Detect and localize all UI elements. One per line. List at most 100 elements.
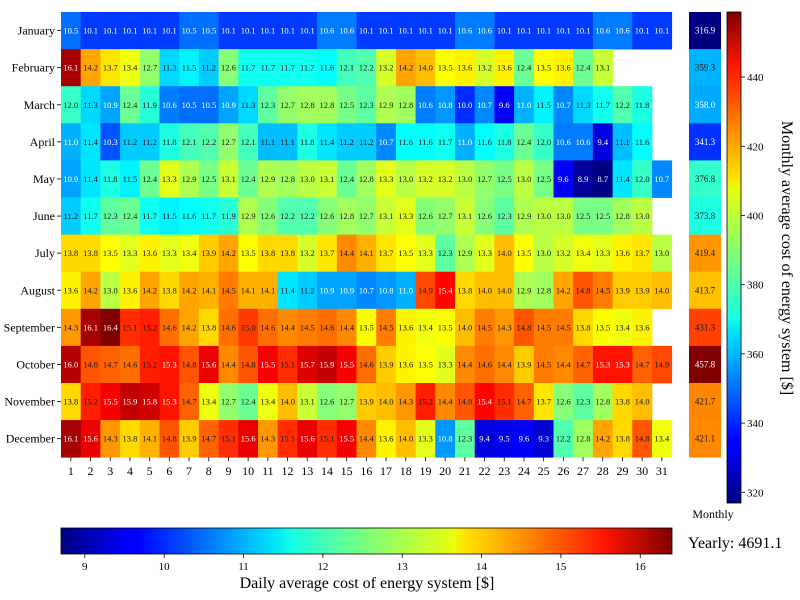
- heatmap-cell: [336, 197, 357, 235]
- heatmap-cell: [395, 49, 416, 87]
- heatmap-cell: [139, 234, 160, 273]
- heatmap-cell: [612, 86, 633, 124]
- heatmap-cell-value: 15.4: [438, 285, 454, 295]
- heatmap-cell-value: 11.6: [320, 63, 335, 73]
- heatmap-cell: [376, 123, 397, 161]
- daily-colorbar-tick-label: 13: [397, 561, 409, 573]
- daily-colorbar-tick-label: 15: [555, 561, 567, 573]
- heatmap-cell-value: 13.8: [260, 248, 275, 258]
- day-column-label: 18: [400, 464, 412, 478]
- heatmap-cell-value: 13.5: [241, 248, 256, 258]
- heatmap-cell-value: 10.5: [182, 26, 197, 36]
- heatmap-cell: [356, 420, 377, 458]
- heatmap-cell: [120, 12, 141, 50]
- heatmap-cell-value: 12.3: [576, 397, 591, 407]
- heatmap-cell: [356, 12, 377, 50]
- heatmap-cell-value: 12.4: [517, 63, 533, 73]
- heatmap-cell-value: 14.2: [398, 63, 413, 73]
- day-column-label: 23: [498, 464, 510, 478]
- day-column-labels: 1 2 3 4 5 6 7 8 9 10 11 12 13 14 15 16 17 18 19 20 21 22 23 24 2…: [68, 457, 668, 478]
- heatmap-cell: [61, 345, 82, 384]
- heatmap-cell: [80, 160, 101, 198]
- heatmap-cell: [218, 383, 239, 421]
- heatmap-cell-value: 12.7: [221, 397, 236, 407]
- heatmap-cell-value: 15.7: [300, 359, 315, 369]
- heatmap-cell-value: 15.1: [280, 359, 295, 369]
- heatmap-cell-value: 14.8: [576, 285, 591, 295]
- heatmap-cell: [356, 86, 377, 124]
- heatmap-cell-value: 12.9: [517, 211, 532, 221]
- heatmap-cell: [415, 49, 436, 87]
- heatmap-cell-value: 13.2: [556, 248, 571, 258]
- heatmap-cell-value: 13.6: [635, 322, 650, 332]
- heatmap-cell: [395, 12, 416, 50]
- heatmap-cell: [179, 383, 200, 421]
- heatmap-cell: [139, 345, 160, 384]
- heatmap-cell: [159, 420, 180, 458]
- heatmap-cell: [218, 420, 239, 458]
- heatmap-cell: [356, 234, 377, 273]
- month-row-label: July: [35, 246, 55, 260]
- heatmap-cell-value: 11.8: [162, 137, 177, 147]
- heatmap-cell-value: 12.4: [241, 174, 257, 184]
- day-column-label: 20: [439, 464, 451, 478]
- heatmap-cell: [238, 271, 259, 310]
- heatmap-cell: [297, 49, 318, 87]
- monthly-cell-value: 358.0: [695, 100, 716, 110]
- heatmap-cell-value: 14.4: [359, 434, 375, 444]
- heatmap-cell-value: 11.1: [615, 137, 630, 147]
- heatmap-cell-value: 15.2: [418, 397, 433, 407]
- heatmap-cell: [455, 383, 476, 421]
- heatmap-cell: [553, 86, 574, 124]
- heatmap-cell-value: 14.1: [260, 285, 275, 295]
- heatmap-cell-value: 14.5: [379, 322, 394, 332]
- heatmap-cell-value: 11.6: [398, 137, 413, 147]
- heatmap-cell-value: 14.2: [556, 285, 571, 295]
- day-column-label: 26: [557, 464, 569, 478]
- heatmap-cell: [474, 271, 495, 310]
- heatmap-cell-value: 14.6: [477, 359, 492, 369]
- monthly-cell: [689, 160, 721, 198]
- heatmap-cell-value: 10.9: [103, 100, 118, 110]
- heatmap-cell: [632, 160, 653, 198]
- heatmap-cell: [533, 271, 554, 310]
- heatmap-cell-value: 16.0: [63, 359, 78, 369]
- monthly-cell-value: 373.8: [695, 211, 716, 221]
- heatmap-cell-value: 10.1: [517, 26, 532, 36]
- heatmap-cell-value: 14.0: [635, 397, 650, 407]
- heatmap-cell: [336, 160, 357, 198]
- heatmap-cell-value: 10.1: [359, 26, 374, 36]
- heatmap-cell-value: 15.3: [615, 359, 630, 369]
- monthly-colorbar-label: Monthly average cost of energy system [$…: [778, 121, 795, 395]
- heatmap-cell-value: 12.8: [280, 174, 295, 184]
- heatmap-cell: [395, 160, 416, 198]
- heatmap-cell-value: 11.5: [182, 63, 197, 73]
- heatmap-cell: [100, 345, 121, 384]
- day-column-label: 8: [206, 464, 212, 478]
- heatmap-cell: [80, 308, 101, 347]
- heatmap-cell-value: 10.1: [556, 26, 571, 36]
- heatmap-cell: [455, 49, 476, 87]
- heatmap-cell: [277, 234, 298, 273]
- heatmap-cell: [100, 271, 121, 310]
- heatmap-cell-value: 13.9: [201, 248, 216, 258]
- heatmap-cell: [612, 420, 633, 458]
- heatmap-cell: [179, 308, 200, 347]
- heatmap-cell-value: 14.4: [339, 248, 355, 258]
- heatmap-cell: [415, 123, 436, 161]
- monthly-cell-value: 376.8: [695, 174, 716, 184]
- monthly-cell-value: 421.7: [695, 397, 716, 407]
- heatmap-cell-value: 14.6: [162, 322, 177, 332]
- day-column-label: 27: [577, 464, 589, 478]
- heatmap-cell: [258, 345, 279, 384]
- heatmap-cell-value: 11.9: [221, 211, 236, 221]
- day-column-label: 15: [341, 464, 353, 478]
- heatmap-cell-value: 12.0: [635, 174, 650, 184]
- heatmap-cell-value: 10.6: [576, 137, 591, 147]
- heatmap-cell-value: 14.5: [536, 359, 551, 369]
- monthly-cell-value: 341.3: [695, 137, 716, 147]
- heatmap-cell-value: 10.8: [438, 100, 453, 110]
- heatmap-cell: [120, 234, 141, 273]
- heatmap-cell-value: 13.4: [182, 248, 198, 258]
- heatmap-cell: [297, 383, 318, 421]
